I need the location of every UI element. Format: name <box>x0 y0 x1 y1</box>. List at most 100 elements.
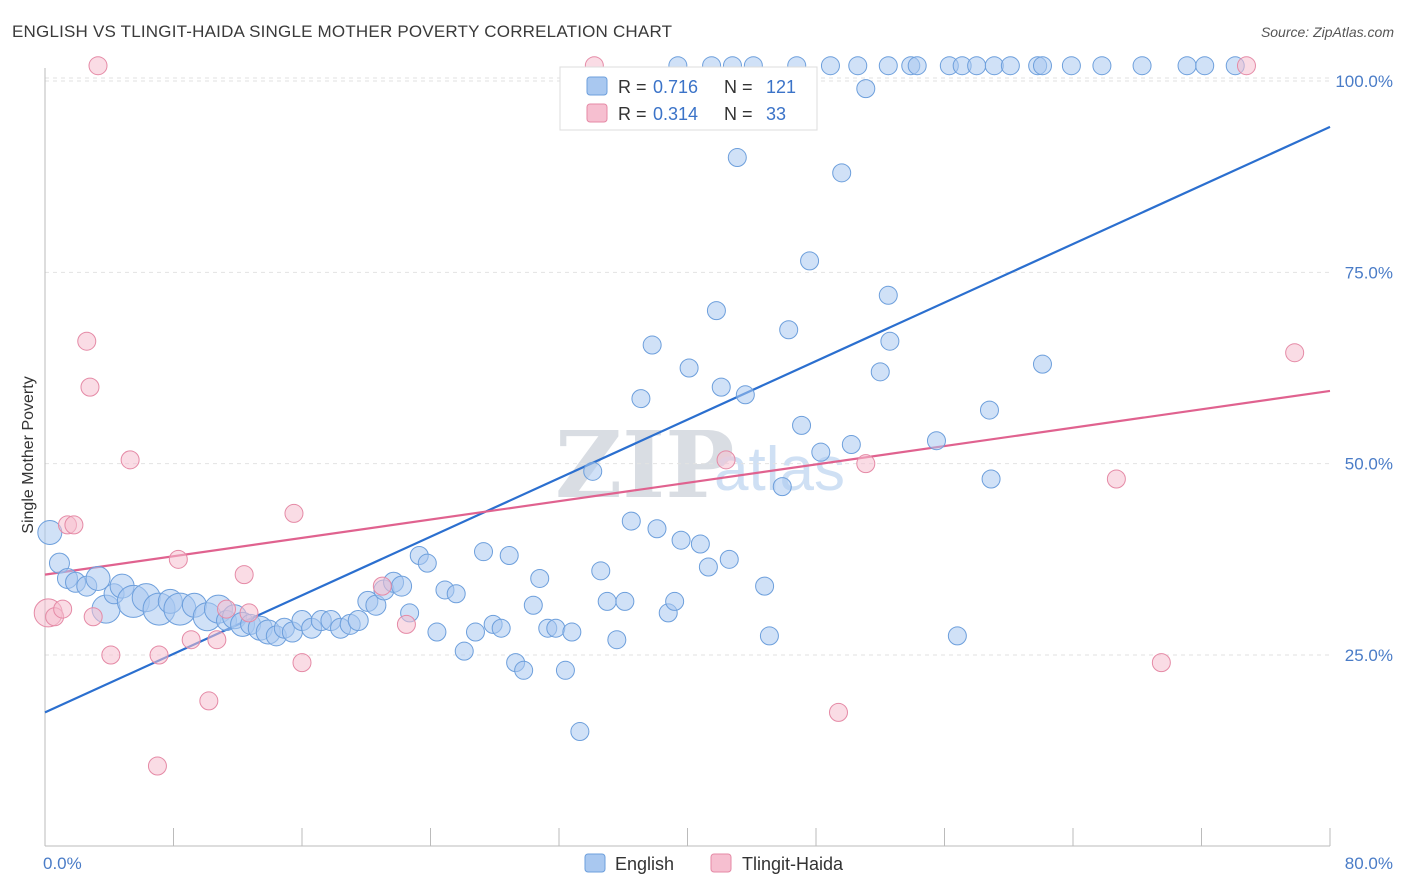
point-tlingit-6 <box>80 377 100 397</box>
point-english-58 <box>570 722 590 742</box>
legend-n-value-tlingit: 33 <box>766 104 786 124</box>
point-english-88 <box>841 435 861 455</box>
point-english-80 <box>759 626 779 646</box>
legend-swatch-tlingit <box>586 103 608 123</box>
point-english-101 <box>848 56 868 76</box>
legend-bottom: English Tlingit-Haida <box>584 853 844 874</box>
point-english-95 <box>979 400 999 420</box>
legend-r-label-tlingit: R = <box>618 104 647 124</box>
point-english-55 <box>546 618 566 638</box>
point-tlingit-19 <box>239 603 259 623</box>
point-tlingit-5 <box>77 331 97 351</box>
trendline-tlingit <box>44 389 1331 576</box>
point-tlingit-23 <box>396 614 416 634</box>
point-english-44 <box>454 641 474 661</box>
point-english-92 <box>880 331 900 351</box>
point-english-84 <box>792 415 812 435</box>
point-english-83 <box>779 320 799 340</box>
point-english-52 <box>523 595 543 615</box>
point-tlingit-4 <box>64 515 84 535</box>
point-english-65 <box>631 389 651 409</box>
legend-bottom-swatch-english <box>584 853 606 873</box>
point-tlingit-12 <box>149 645 169 665</box>
point-english-100 <box>820 56 840 76</box>
trendlines <box>44 125 1331 714</box>
point-english-40 <box>417 553 437 573</box>
point-tlingit-29 <box>1151 653 1171 673</box>
chart-source: Source: ZipAtlas.com <box>1260 24 1394 40</box>
point-tlingit-28 <box>1106 469 1126 489</box>
point-english-75 <box>711 377 731 397</box>
point-tlingit-30 <box>1236 56 1256 76</box>
point-english-48 <box>491 618 511 638</box>
point-english-89 <box>856 79 876 99</box>
axes <box>44 68 1331 847</box>
y-axis-label: Single Mother Poverty <box>20 376 37 533</box>
point-english-66 <box>642 335 662 355</box>
point-tlingit-15 <box>199 691 219 711</box>
legend-n-value-english: 121 <box>766 77 796 97</box>
legend-r-label-english: R = <box>618 77 647 97</box>
point-english-111 <box>1032 56 1052 76</box>
point-english-67 <box>647 519 667 539</box>
point-english-70 <box>671 530 691 550</box>
x-tick-label-0: 0.0% <box>43 854 82 873</box>
point-english-45 <box>465 622 485 642</box>
point-english-116 <box>1195 56 1215 76</box>
x-tick-label-1: 80.0% <box>1345 854 1393 873</box>
point-english-108 <box>984 56 1004 76</box>
point-english-96 <box>981 469 1001 489</box>
point-english-76 <box>719 549 739 569</box>
point-english-94 <box>947 626 967 646</box>
point-tlingit-17 <box>217 599 237 619</box>
point-english-113 <box>1092 56 1112 76</box>
legend-bottom-tlingit: Tlingit-Haida <box>742 854 844 874</box>
point-english-85 <box>800 251 820 271</box>
point-english-97 <box>1032 354 1052 374</box>
point-english-62 <box>607 630 627 650</box>
legend-r-value-tlingit: 0.314 <box>653 104 698 124</box>
point-english-37 <box>391 575 413 597</box>
point-tlingit-27 <box>856 454 876 474</box>
point-english-90 <box>870 362 890 382</box>
point-english-72 <box>690 534 710 554</box>
point-english-43 <box>446 584 466 604</box>
point-english-49 <box>499 546 519 566</box>
legend-bottom-english: English <box>615 854 674 874</box>
point-tlingit-2 <box>53 599 73 619</box>
point-tlingit-16 <box>207 630 227 650</box>
legend-top: R = 0.716 N = 121 R = 0.314 N = 33 <box>559 66 818 131</box>
trendline-english <box>44 125 1331 714</box>
point-english-115 <box>1177 56 1197 76</box>
point-english-71 <box>679 358 699 378</box>
point-english-60 <box>591 561 611 581</box>
point-english-91 <box>878 285 898 305</box>
point-tlingit-7 <box>83 607 103 627</box>
point-english-53 <box>530 568 550 588</box>
point-english-0 <box>37 520 63 546</box>
y-tick-label-2: 75.0% <box>1345 263 1393 282</box>
legend-n-label-english: N = <box>724 77 753 97</box>
data-points <box>33 56 1305 776</box>
point-english-63 <box>615 591 635 611</box>
point-english-112 <box>1061 56 1081 76</box>
watermark-zip: ZIP <box>555 411 734 519</box>
point-tlingit-13 <box>168 549 188 569</box>
point-english-102 <box>878 56 898 76</box>
legend-bottom-swatch-tlingit <box>710 853 732 873</box>
point-english-82 <box>772 477 792 497</box>
legend-n-label-tlingit: N = <box>724 104 753 124</box>
chart-title: ENGLISH VS TLINGIT-HAIDA SINGLE MOTHER P… <box>12 22 673 41</box>
point-english-109 <box>1000 56 1020 76</box>
point-english-86 <box>811 442 831 462</box>
y-tick-label-3: 100.0% <box>1335 72 1393 91</box>
point-tlingit-22 <box>372 576 392 596</box>
point-english-104 <box>907 56 927 76</box>
point-english-57 <box>562 622 582 642</box>
point-english-41 <box>427 622 447 642</box>
tick-labels: 25.0% 50.0% 75.0% 100.0% 0.0% 80.0% <box>43 72 1393 873</box>
point-english-51 <box>514 660 534 680</box>
point-tlingit-25 <box>716 450 736 470</box>
legend-r-value-english: 0.716 <box>653 77 698 97</box>
